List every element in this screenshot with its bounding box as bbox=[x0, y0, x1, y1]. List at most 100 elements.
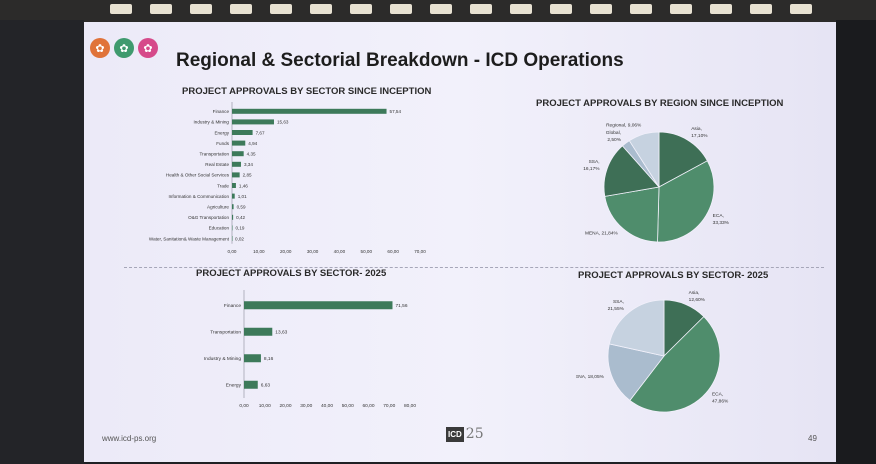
section-divider bbox=[124, 267, 824, 268]
bar bbox=[232, 183, 236, 188]
bar bbox=[232, 204, 234, 210]
value-label: 0,42 bbox=[236, 215, 245, 220]
chart-title-region-2025: PROJECT APPROVALS BY SECTOR- 2025 bbox=[578, 270, 769, 281]
category-label: Education bbox=[209, 226, 230, 231]
x-tick-label: 70,00 bbox=[414, 249, 426, 254]
category-label: O&G Transportation bbox=[188, 215, 229, 220]
ceiling bbox=[0, 0, 876, 22]
x-tick-label: 10,00 bbox=[253, 249, 265, 254]
pie-slice bbox=[608, 299, 665, 357]
slice-label: 21,55% bbox=[608, 306, 625, 312]
value-label: 4,35 bbox=[247, 152, 256, 157]
ceiling-light bbox=[310, 4, 332, 14]
partner-logo-icon: ✿ bbox=[138, 38, 158, 58]
ceiling-light bbox=[230, 4, 252, 14]
slice-label: SSA, bbox=[613, 299, 624, 305]
ceiling-light bbox=[470, 4, 492, 14]
icd-logo-box: ICD bbox=[446, 426, 464, 442]
bar bbox=[232, 119, 274, 125]
anniversary-mark: 25 bbox=[465, 426, 484, 442]
bar bbox=[232, 225, 233, 231]
ceiling-light bbox=[790, 4, 812, 14]
bar bbox=[244, 301, 393, 310]
value-label: 7,67 bbox=[256, 130, 265, 135]
category-label: Information & Communication bbox=[168, 194, 229, 199]
chart-title-sector-2025: PROJECT APPROVALS BY SECTOR- 2025 bbox=[196, 268, 387, 279]
category-label: Real Estate bbox=[205, 162, 229, 167]
value-label: 57,54 bbox=[390, 109, 402, 114]
ceiling-light bbox=[110, 4, 132, 14]
slice-label: Regional, 9,06% bbox=[606, 123, 642, 129]
x-tick-label: 50,00 bbox=[361, 249, 373, 254]
footer-website-url: www.icd-ps.org bbox=[102, 434, 157, 443]
ceiling-light bbox=[270, 4, 292, 14]
pie-slice bbox=[604, 186, 660, 243]
ceiling-light bbox=[430, 4, 452, 14]
slice-label: SSA, bbox=[589, 159, 600, 165]
ceiling-light bbox=[750, 4, 772, 14]
category-label: Industry & Mining bbox=[204, 356, 241, 362]
slice-label: MENA, 21,84% bbox=[585, 231, 619, 237]
chart-title-sector-inception: PROJECT APPROVALS BY SECTOR SINCE INCEPT… bbox=[182, 86, 432, 97]
value-label: 71,56 bbox=[395, 303, 407, 309]
x-tick-label: 40,00 bbox=[321, 403, 333, 408]
x-tick-label: 0,00 bbox=[239, 403, 249, 408]
category-label: Agriculture bbox=[207, 205, 229, 210]
chart-title-region-inception: PROJECT APPROVALS BY REGION SINCE INCEPT… bbox=[536, 98, 784, 109]
value-label: 6,63 bbox=[261, 383, 271, 389]
ceiling-light bbox=[590, 4, 612, 14]
category-label: Finance bbox=[224, 303, 241, 309]
value-label: 0,02 bbox=[235, 236, 244, 241]
value-label: 0,19 bbox=[236, 226, 245, 231]
presentation-slide: ✿ ✿ ✿ Regional & Sectorial Breakdown - I… bbox=[84, 22, 836, 462]
x-tick-label: 60,00 bbox=[387, 249, 399, 254]
pie-slice bbox=[629, 316, 721, 413]
pie-slice bbox=[603, 145, 660, 197]
bar bbox=[244, 380, 258, 389]
bar bbox=[232, 214, 234, 220]
value-label: 3,34 bbox=[244, 162, 253, 167]
ceiling-light bbox=[670, 4, 692, 14]
slice-label: 12,60% bbox=[689, 297, 706, 303]
category-label: Funds bbox=[216, 141, 229, 146]
icd-25-logo: ICD 25 bbox=[446, 426, 484, 442]
ceiling-light bbox=[190, 4, 212, 14]
category-label: Transportation bbox=[200, 152, 230, 157]
bar bbox=[232, 151, 244, 157]
x-tick-label: 30,00 bbox=[307, 249, 319, 254]
x-tick-label: 80,00 bbox=[404, 403, 416, 408]
x-tick-label: 30,00 bbox=[300, 403, 312, 408]
category-label: Energy bbox=[226, 383, 242, 389]
ceiling-light bbox=[550, 4, 572, 14]
bar bbox=[232, 140, 246, 146]
pie-chart-region-2025: Asia,12,60% ECA,47,86% MENA, 18,05% SSA,21,… bbox=[576, 290, 729, 413]
pie-slice bbox=[607, 343, 665, 401]
ceiling-light bbox=[630, 4, 652, 14]
ceiling-light bbox=[150, 4, 172, 14]
ceiling-light bbox=[710, 4, 732, 14]
value-label: 2,85 bbox=[243, 173, 252, 178]
bar bbox=[232, 172, 240, 178]
bar-chart-sector-inception: Finance 57,54 Industry & Mining 15,63 Energy… bbox=[149, 102, 426, 254]
bar bbox=[232, 108, 387, 114]
slice-label: MENA, 18,05% bbox=[576, 374, 605, 380]
slice-label: Global, bbox=[606, 130, 621, 136]
partner-logo-icon: ✿ bbox=[114, 38, 134, 58]
bar bbox=[244, 327, 273, 336]
x-tick-label: 20,00 bbox=[280, 249, 292, 254]
slice-label: 47,86% bbox=[712, 398, 729, 404]
value-label: 15,63 bbox=[277, 120, 289, 125]
x-tick-label: 70,00 bbox=[383, 403, 395, 408]
bar bbox=[232, 161, 241, 167]
x-tick-label: 50,00 bbox=[342, 403, 354, 408]
pie-slice bbox=[628, 131, 660, 189]
slice-label: Asia, bbox=[691, 126, 702, 132]
screen-bezel-left bbox=[0, 20, 84, 464]
value-label: 13,63 bbox=[275, 330, 287, 336]
value-label: 4,94 bbox=[248, 141, 257, 146]
pie-slice bbox=[657, 160, 715, 243]
partner-logos: ✿ ✿ ✿ bbox=[90, 38, 158, 58]
x-tick-label: 20,00 bbox=[279, 403, 291, 408]
ceiling-light bbox=[390, 4, 412, 14]
value-label: 8,16 bbox=[264, 356, 274, 362]
